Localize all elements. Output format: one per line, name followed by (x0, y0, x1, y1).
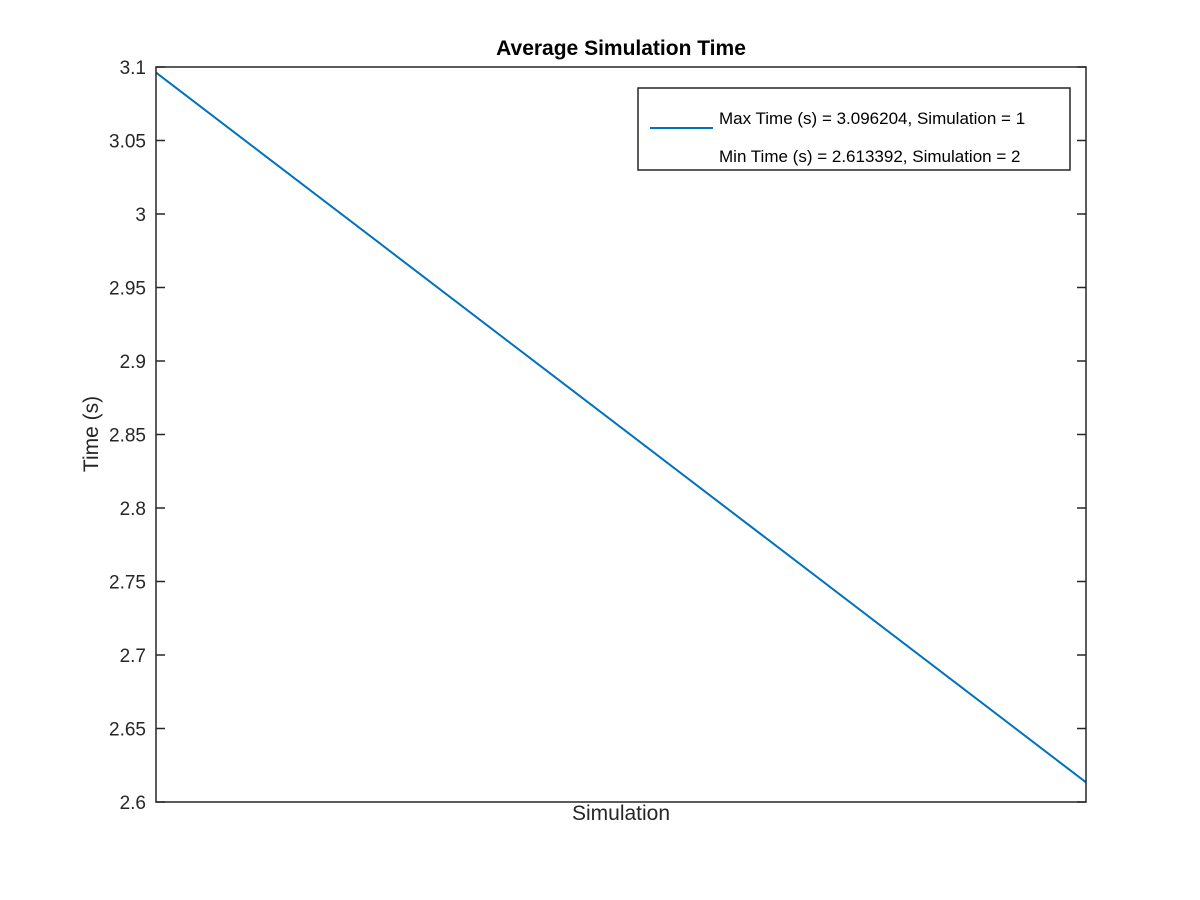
y-tick-label: 2.75 (109, 573, 146, 594)
plot-frame (155, 66, 1087, 803)
y-tick-label: 3 (135, 205, 146, 226)
y-axis-label: Time (s) (80, 396, 103, 472)
y-tick-label: 2.65 (109, 720, 146, 741)
y-tick-label: 2.9 (120, 352, 146, 373)
y-tick-label: 2.95 (109, 279, 146, 300)
plot-area (156, 67, 1086, 802)
y-tick-label: 2.85 (109, 426, 146, 447)
y-tick-label: 2.6 (120, 793, 146, 814)
x-axis-label: Simulation (572, 802, 670, 825)
series-line-0 (155, 71, 1087, 784)
y-axis-ticks: 2.6 2.65 2.7 2.75 2.8 2.85 2.9 2.95 3 3.05 3.1 (109, 58, 1086, 814)
legend-entry-max: Max Time (s) = 3.096204, Simulation = 1 (719, 109, 1025, 128)
chart-title: Average Simulation Time (496, 37, 746, 60)
legend-entry-min: Min Time (s) = 2.613392, Simulation = 2 (719, 147, 1020, 166)
y-tick-label: 2.8 (120, 499, 146, 520)
legend: Max Time (s) = 3.096204, Simulation = 1 … (637, 87, 1071, 171)
y-tick-label: 3.1 (120, 58, 146, 79)
series-layer (155, 71, 1087, 784)
y-tick-label: 3.05 (109, 132, 146, 153)
y-tick-label: 2.7 (120, 646, 146, 667)
